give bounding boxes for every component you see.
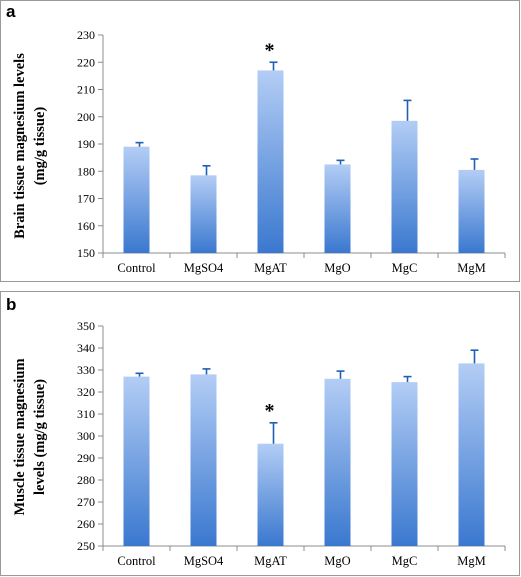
panel-label-a: a (6, 2, 16, 21)
y-tick-label: 340 (77, 341, 95, 355)
x-category-label: MgSO4 (184, 261, 224, 275)
y-tick-label: 280 (77, 473, 95, 487)
y-axis-label-line: Muscle tissue magnesium (12, 358, 28, 515)
y-tick-label: 330 (77, 363, 95, 377)
bar-MgSO4 (190, 175, 217, 253)
panel-label-b: b (6, 295, 16, 314)
x-category-label: MgM (457, 261, 485, 275)
y-tick-label: 170 (77, 192, 95, 206)
bar-MgSO4 (190, 374, 217, 546)
y-tick-label: 250 (77, 539, 95, 553)
y-axis-label-line: (mg/g tissue) (32, 107, 48, 186)
bar-MgC (391, 120, 418, 254)
bar-MgAT (257, 70, 284, 253)
bar-MgAT (257, 443, 284, 546)
y-axis-label-line: Brain tissue magnesium levels (12, 53, 28, 239)
x-category-label: MgO (324, 554, 350, 568)
bar-MgO (324, 378, 351, 546)
y-tick-label: 260 (77, 517, 95, 531)
bar-MgM (458, 169, 485, 253)
significance-marker: * (265, 39, 275, 61)
x-category-label: MgO (324, 261, 350, 275)
bar-MgO (324, 164, 351, 253)
y-tick-label: 350 (77, 319, 95, 333)
x-category-label: MgSO4 (184, 554, 224, 568)
bar-MgC (391, 382, 418, 546)
bar-Control (123, 146, 150, 253)
x-category-label: MgC (392, 261, 418, 275)
y-tick-label: 270 (77, 495, 95, 509)
y-tick-label: 150 (77, 246, 95, 260)
y-tick-label: 320 (77, 385, 95, 399)
x-category-label: MgAT (254, 554, 287, 568)
x-category-label: Control (117, 261, 156, 275)
y-tick-label: 300 (77, 429, 95, 443)
y-tick-label: 160 (77, 219, 95, 233)
x-category-label: MgAT (254, 261, 287, 275)
y-tick-label: 190 (77, 137, 95, 151)
y-tick-label: 290 (77, 451, 95, 465)
y-tick-label: 180 (77, 164, 95, 178)
y-tick-label: 230 (77, 28, 95, 42)
y-tick-label: 310 (77, 407, 95, 421)
x-category-label: MgC (392, 554, 418, 568)
x-category-label: Control (117, 554, 156, 568)
bar-Control (123, 376, 150, 546)
y-tick-label: 220 (77, 55, 95, 69)
y-tick-label: 200 (77, 110, 95, 124)
x-category-label: MgM (457, 554, 485, 568)
significance-marker: * (265, 400, 275, 422)
y-tick-label: 210 (77, 83, 95, 97)
y-axis-label-line: levels (mg/g tissue) (32, 379, 48, 495)
bar-MgM (458, 363, 485, 546)
